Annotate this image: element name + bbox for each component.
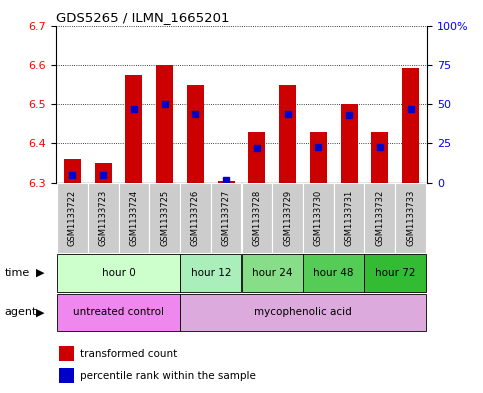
Text: percentile rank within the sample: percentile rank within the sample bbox=[80, 371, 256, 381]
Bar bbox=[303, 183, 334, 253]
Text: time: time bbox=[5, 268, 30, 278]
Bar bbox=[334, 183, 365, 253]
Bar bbox=[279, 85, 296, 183]
Text: GSM1133727: GSM1133727 bbox=[222, 190, 230, 246]
Text: GSM1133732: GSM1133732 bbox=[375, 190, 384, 246]
Bar bbox=[242, 183, 272, 253]
Bar bbox=[149, 183, 180, 253]
Bar bbox=[395, 183, 426, 253]
Text: hour 48: hour 48 bbox=[313, 268, 354, 278]
Bar bbox=[218, 181, 235, 183]
Bar bbox=[64, 159, 81, 183]
Bar bbox=[57, 183, 88, 253]
Bar bbox=[248, 132, 265, 183]
Text: mycophenolic acid: mycophenolic acid bbox=[254, 307, 352, 318]
Text: ▶: ▶ bbox=[36, 268, 45, 278]
Bar bbox=[156, 65, 173, 183]
Text: agent: agent bbox=[5, 307, 37, 318]
Bar bbox=[365, 254, 426, 292]
Text: GSM1133728: GSM1133728 bbox=[253, 190, 261, 246]
Text: GSM1133730: GSM1133730 bbox=[314, 190, 323, 246]
Bar bbox=[88, 183, 118, 253]
Text: hour 24: hour 24 bbox=[252, 268, 293, 278]
Text: GSM1133726: GSM1133726 bbox=[191, 190, 200, 246]
Bar bbox=[180, 294, 426, 331]
Text: hour 72: hour 72 bbox=[375, 268, 415, 278]
Text: GDS5265 / ILMN_1665201: GDS5265 / ILMN_1665201 bbox=[56, 11, 229, 24]
Bar bbox=[180, 254, 242, 292]
Bar bbox=[310, 132, 327, 183]
Text: hour 0: hour 0 bbox=[102, 268, 135, 278]
Text: GSM1133731: GSM1133731 bbox=[344, 190, 354, 246]
Text: hour 12: hour 12 bbox=[190, 268, 231, 278]
Text: GSM1133729: GSM1133729 bbox=[283, 190, 292, 246]
Bar bbox=[57, 294, 180, 331]
Text: transformed count: transformed count bbox=[80, 349, 177, 359]
Bar bbox=[57, 254, 180, 292]
Bar bbox=[126, 75, 142, 183]
Bar bbox=[211, 183, 242, 253]
Text: GSM1133723: GSM1133723 bbox=[99, 190, 108, 246]
Bar bbox=[118, 183, 149, 253]
Bar bbox=[365, 183, 395, 253]
Bar bbox=[95, 163, 112, 183]
Text: untreated control: untreated control bbox=[73, 307, 164, 318]
Bar bbox=[303, 254, 365, 292]
Bar bbox=[402, 68, 419, 183]
Text: GSM1133722: GSM1133722 bbox=[68, 190, 77, 246]
Bar bbox=[371, 132, 388, 183]
Bar bbox=[341, 104, 357, 183]
Text: GSM1133725: GSM1133725 bbox=[160, 190, 169, 246]
Bar bbox=[59, 346, 74, 362]
Text: GSM1133724: GSM1133724 bbox=[129, 190, 139, 246]
Text: GSM1133733: GSM1133733 bbox=[406, 190, 415, 246]
Bar bbox=[272, 183, 303, 253]
Bar bbox=[59, 368, 74, 383]
Text: ▶: ▶ bbox=[36, 307, 45, 318]
Bar bbox=[180, 183, 211, 253]
Bar bbox=[242, 254, 303, 292]
Bar bbox=[187, 85, 204, 183]
